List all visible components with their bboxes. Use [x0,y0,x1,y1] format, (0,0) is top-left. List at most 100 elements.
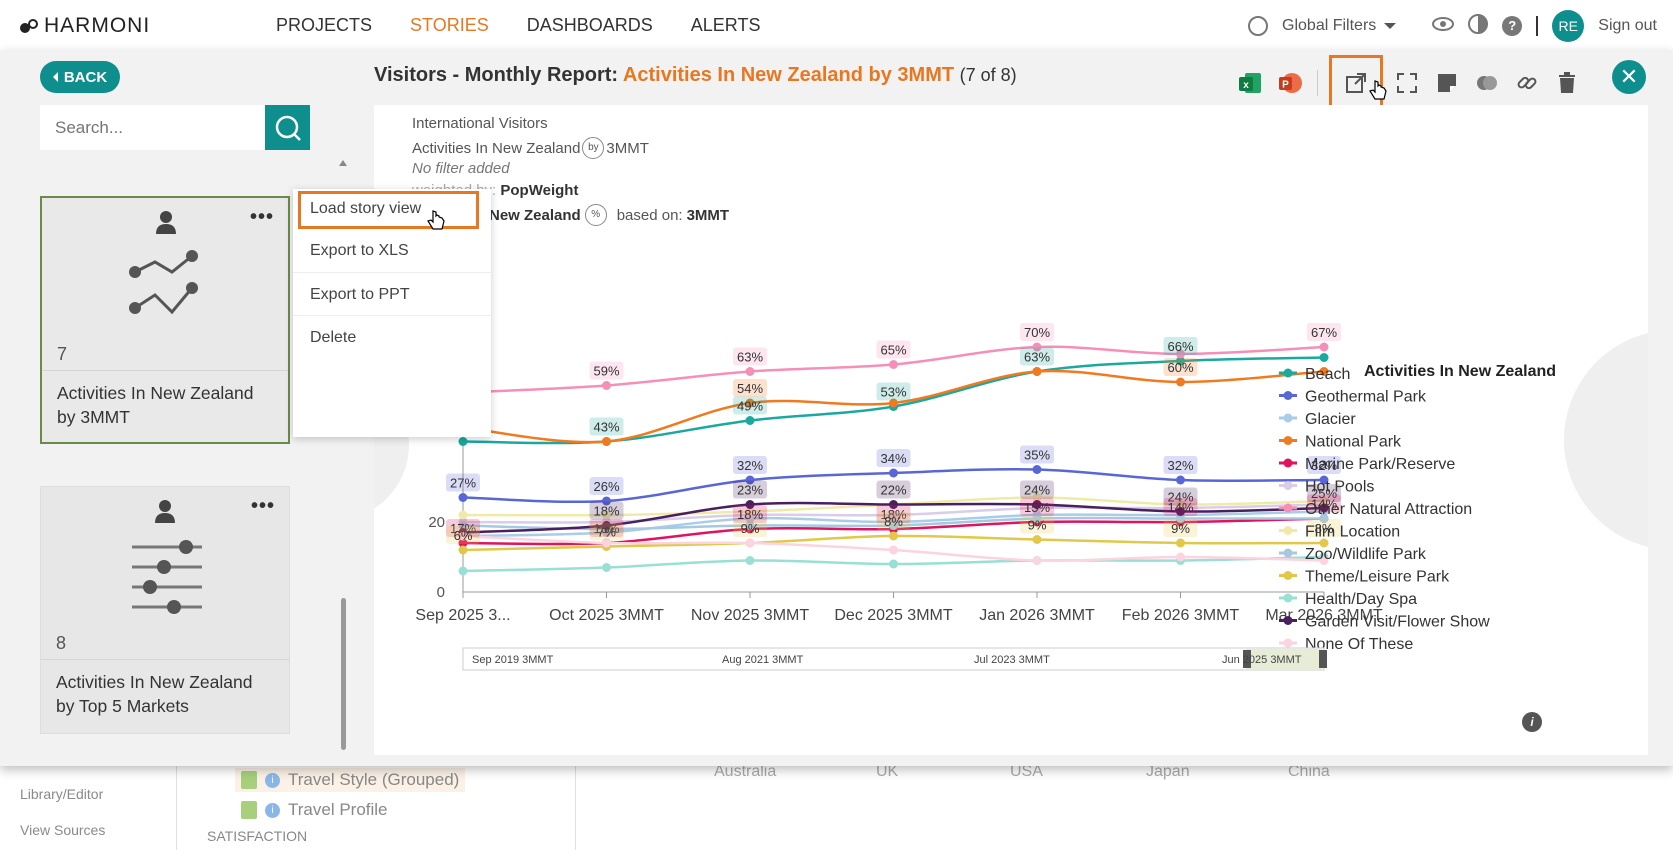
based-label: based on: [616,206,683,224]
tab-alerts[interactable]: ALERTS [690,15,761,35]
svg-text:x: x [1243,80,1249,91]
note-icon[interactable] [1434,70,1460,96]
x-tick-label: Sep 2025 3... [415,607,510,624]
link-icon[interactable] [1514,70,1540,96]
person-icon [155,500,175,523]
data-label-bg [876,512,911,530]
data-point [889,545,898,555]
data-point [602,510,611,520]
data-point [1176,349,1185,359]
legend-item: Health/Day Spa [1305,591,1417,608]
data-label-bg [1307,519,1341,537]
menu-load-story-view[interactable]: Load story view [298,191,479,229]
data-point [745,507,755,516]
data-label-bg [1163,358,1198,376]
data-label: 23% [737,483,763,498]
global-filters-dropdown[interactable]: Global Filters [1282,17,1397,35]
close-icon[interactable]: ✕ [1612,60,1646,94]
trash-icon[interactable] [1554,70,1580,96]
data-label: 8% [884,514,903,529]
search-button[interactable] [265,105,310,150]
series-garden-visit-flower-show [458,500,1329,537]
tab-projects[interactable]: PROJECTS [276,15,373,35]
data-label: 6% [454,528,473,543]
data-label: 18% [737,507,763,522]
tab-dashboards[interactable]: DASHBOARDS [526,15,653,35]
nav-view-sources[interactable]: View Sources [20,822,106,838]
data-point [889,521,898,530]
series-national-park [458,367,1329,446]
data-point [745,475,755,485]
data-label: 25% [1311,486,1337,501]
scroll-thumb[interactable] [341,598,346,750]
legend-item: Marine Park/Reserve [1305,456,1455,473]
data-point [458,545,468,555]
fullscreen-icon[interactable] [1394,70,1420,96]
data-label: 54% [737,381,763,396]
card-menu-button[interactable]: ••• [249,206,274,228]
story-title-highlight: Activities In New Zealand by 3MMT [622,64,955,86]
data-point [458,538,468,548]
search-input[interactable] [40,105,265,150]
data-label-bg [1307,323,1341,341]
logo[interactable]: HARMONI [20,14,150,38]
range-handle-left [1243,650,1251,668]
data-label: 17% [450,521,476,536]
x-tick-label: Nov 2025 3MMT [691,607,809,624]
menu-export-xls[interactable]: Export to XLS [293,229,491,273]
tree-item[interactable]: i Travel Profile [235,798,394,822]
data-label-bg [1163,487,1198,506]
powerpoint-export-icon[interactable]: P [1277,70,1303,96]
data-point [1032,535,1042,544]
eye-icon[interactable] [1432,16,1455,37]
legend-item: Theme/Leisure Park [1305,569,1450,586]
data-label-bg [589,417,624,436]
tree-item[interactable]: SATISFACTION [207,828,307,844]
help-icon[interactable]: ? [1502,16,1523,36]
menu-export-ppt[interactable]: Export to PPT [293,273,491,316]
data-point [1176,514,1185,523]
data-point [458,493,468,502]
back-button[interactable]: BACK [40,61,120,93]
data-point [1176,552,1185,562]
scroll-up-arrow[interactable] [339,160,347,166]
brain-icon[interactable] [1474,70,1500,96]
excel-export-icon[interactable]: x [1237,70,1263,96]
sign-out-link[interactable]: Sign out [1598,17,1657,34]
range-handle-right [1319,650,1327,668]
x-tick-label: Oct 2025 3MMT [549,607,664,624]
data-label: 70% [1024,325,1050,340]
tree-item[interactable]: i Travel Style (Grouped) [235,768,466,792]
story-modal: BACK ••• 7 Activities In New Zealand by … [0,50,1673,766]
data-label-bg [1020,323,1054,341]
chart: 0 20 Sep 2025 3... Oct 2025 3MMT Nov 2025 3M… [374,255,1648,671]
category-label: Japan [1146,763,1190,780]
data-label-bg [1020,515,1054,534]
data-point [745,367,755,376]
scrollbar[interactable] [339,160,347,760]
legend-item: Other Natural Attraction [1305,501,1472,518]
open-external-icon[interactable] [1329,55,1383,111]
legend-marker [1283,413,1293,423]
survey-name: International Visitors [412,115,548,132]
avatar[interactable]: RE [1552,10,1585,42]
line-chart-icon [129,250,198,315]
filter-status: No filter added [412,160,510,177]
data-point [745,521,755,530]
tab-stories[interactable]: STORIES [410,15,489,35]
contrast-icon[interactable] [1468,13,1489,39]
data-point [1032,514,1042,523]
data-label-bg [446,526,480,544]
menu-delete[interactable]: Delete [310,329,357,346]
main-nav-tabs: PROJECTS STORIES DASHBOARDS ALERTS [276,15,760,36]
card-menu-button[interactable]: ••• [250,495,275,517]
card-title: Activities In New Zealand by Top 5 Marke… [41,659,289,733]
legend-item: Zoo/Wildlife Park [1305,546,1427,563]
nav-library-editor[interactable]: Library/Editor [20,786,104,802]
story-card[interactable]: ••• 8 Activities In New Zealand by Top 5… [40,486,290,734]
info-icon[interactable]: i [1522,712,1542,732]
data-point [602,381,611,390]
data-label: 63% [1024,350,1050,365]
series-geothermal-park [458,465,1329,506]
story-card[interactable]: ••• 7 Activities In New Zealand by 3MMT [40,196,290,444]
